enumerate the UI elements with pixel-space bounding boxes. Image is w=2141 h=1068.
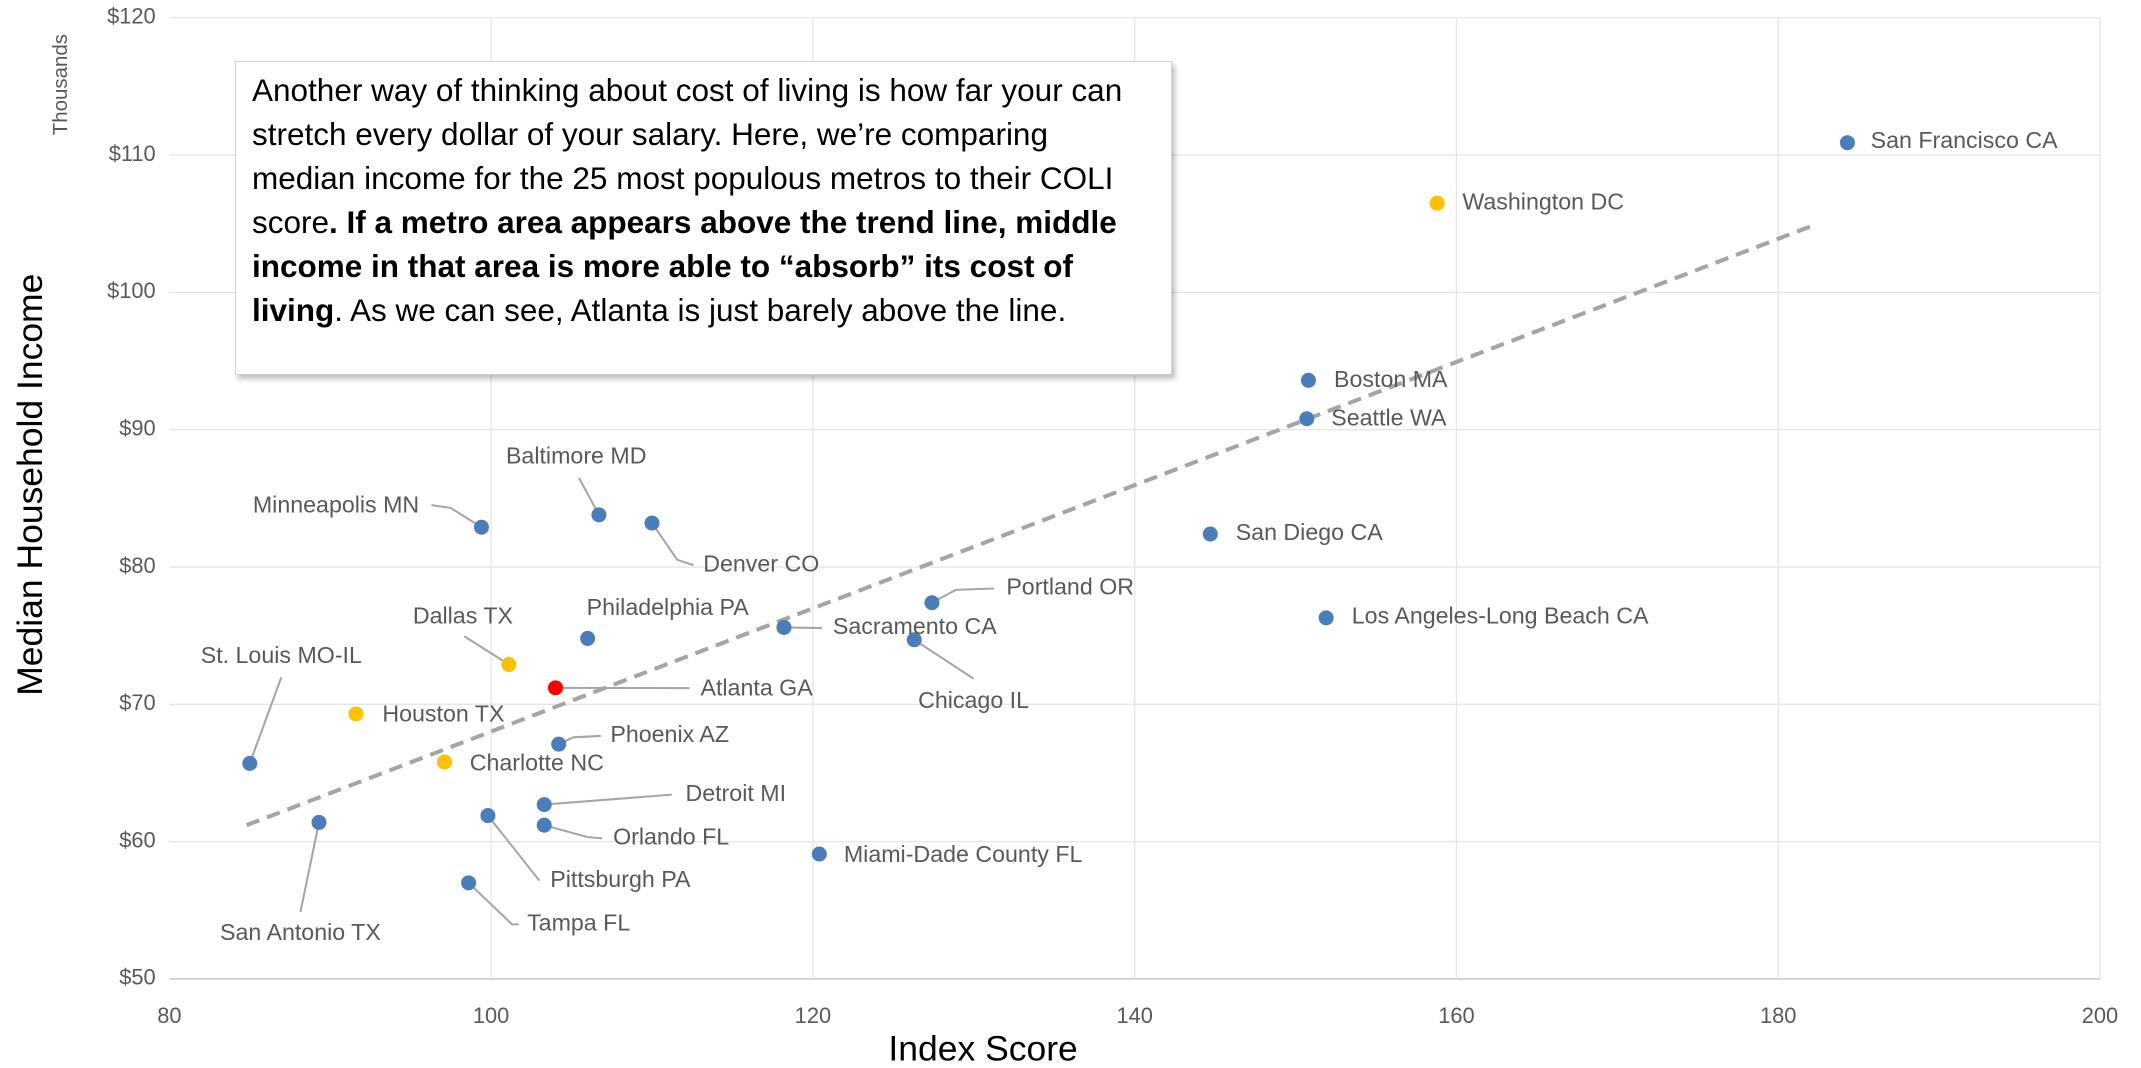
annotation-text: Another way of thinking about cost of li… (252, 72, 1123, 240)
point (644, 515, 660, 531)
point-label: Seattle WA (1331, 404, 1447, 430)
point (536, 797, 552, 813)
x-tick-label: 200 (2082, 1003, 2118, 1028)
point-label: Baltimore MD (506, 443, 647, 469)
y-tick-label: $60 (119, 827, 155, 852)
point (906, 632, 922, 648)
point (461, 875, 477, 891)
point-label: Tampa FL (527, 909, 630, 935)
point-label: Phoenix AZ (610, 721, 729, 747)
leader-line (544, 793, 672, 806)
x-axis-title: Index Score (888, 1029, 1077, 1068)
point-label: Pittsburgh PA (550, 866, 691, 892)
point (811, 846, 827, 862)
point (1299, 411, 1315, 427)
point (501, 657, 517, 673)
point-label: Chicago IL (918, 687, 1029, 713)
annotation-box: Another way of thinking about cost of li… (235, 61, 1172, 375)
point-label: Houston TX (382, 701, 504, 727)
point (480, 808, 496, 824)
point-label: Denver CO (703, 550, 819, 576)
point (1839, 135, 1855, 151)
point (591, 507, 607, 523)
point-label: Miami-Dade County FL (844, 841, 1083, 867)
point (242, 755, 258, 771)
y-axis-title: Median Household Income (10, 274, 50, 696)
point-label: Detroit MI (685, 780, 786, 806)
point-label: Boston MA (1334, 366, 1448, 392)
point (1202, 526, 1218, 542)
point-label: Philadelphia PA (587, 594, 750, 620)
y-tick-label: $80 (119, 553, 155, 578)
point (1300, 372, 1316, 388)
x-tick-label: 120 (795, 1003, 831, 1028)
x-tick-label: 140 (1116, 1003, 1152, 1028)
point-label: Washington DC (1462, 189, 1624, 215)
annotation-text: . As we can see, Atlanta is just barely … (334, 292, 1067, 328)
x-tick-label: 100 (473, 1003, 509, 1028)
point (580, 630, 596, 646)
point-label: Orlando FL (613, 823, 729, 849)
y-tick-label: $90 (119, 415, 155, 440)
x-tick-label: 160 (1438, 1003, 1474, 1028)
point-label: Los Angeles-Long Beach CA (1352, 602, 1649, 628)
point (1318, 610, 1334, 626)
point-label: San Francisco CA (1871, 127, 2059, 153)
point (924, 595, 940, 611)
point-label: Dallas TX (413, 602, 513, 628)
y-tick-label: $50 (119, 965, 155, 990)
point (776, 619, 792, 635)
point (436, 754, 452, 770)
leader-line (913, 638, 975, 680)
point-label: Charlotte NC (470, 750, 604, 776)
point (311, 814, 327, 830)
point (547, 680, 563, 696)
leader-line (248, 676, 283, 764)
annotation-bold: . If a metro area appears above the tren… (252, 204, 1117, 328)
leader-line (463, 635, 510, 666)
point-label: Sacramento CA (833, 613, 997, 639)
leader-line (651, 522, 694, 567)
leader-line (299, 822, 320, 913)
point-label: San Diego CA (1236, 519, 1384, 545)
point-label: San Antonio TX (220, 919, 381, 945)
point-label: Minneapolis MN (253, 492, 419, 518)
point-label: Atlanta GA (700, 675, 813, 701)
point (536, 817, 552, 833)
leader-line (543, 824, 603, 840)
x-tick-label: 180 (1760, 1003, 1796, 1028)
y-tick-label: $100 (107, 278, 156, 303)
point (473, 519, 489, 535)
leader-line (431, 504, 483, 529)
y-tick-label: $120 (107, 4, 156, 29)
point (1429, 195, 1445, 211)
y-unit-label: Thousands (49, 34, 72, 135)
leader-line (487, 814, 541, 882)
point-label: Portland OR (1006, 574, 1134, 600)
x-tick-label: 80 (157, 1003, 181, 1028)
leader-line (467, 882, 519, 926)
point-label: St. Louis MO-IL (201, 642, 362, 668)
y-tick-label: $70 (119, 690, 155, 715)
leader-line (931, 587, 995, 604)
point (348, 706, 364, 722)
trend-line (245, 224, 1812, 828)
y-tick-label: $110 (109, 141, 156, 166)
point (551, 736, 567, 752)
